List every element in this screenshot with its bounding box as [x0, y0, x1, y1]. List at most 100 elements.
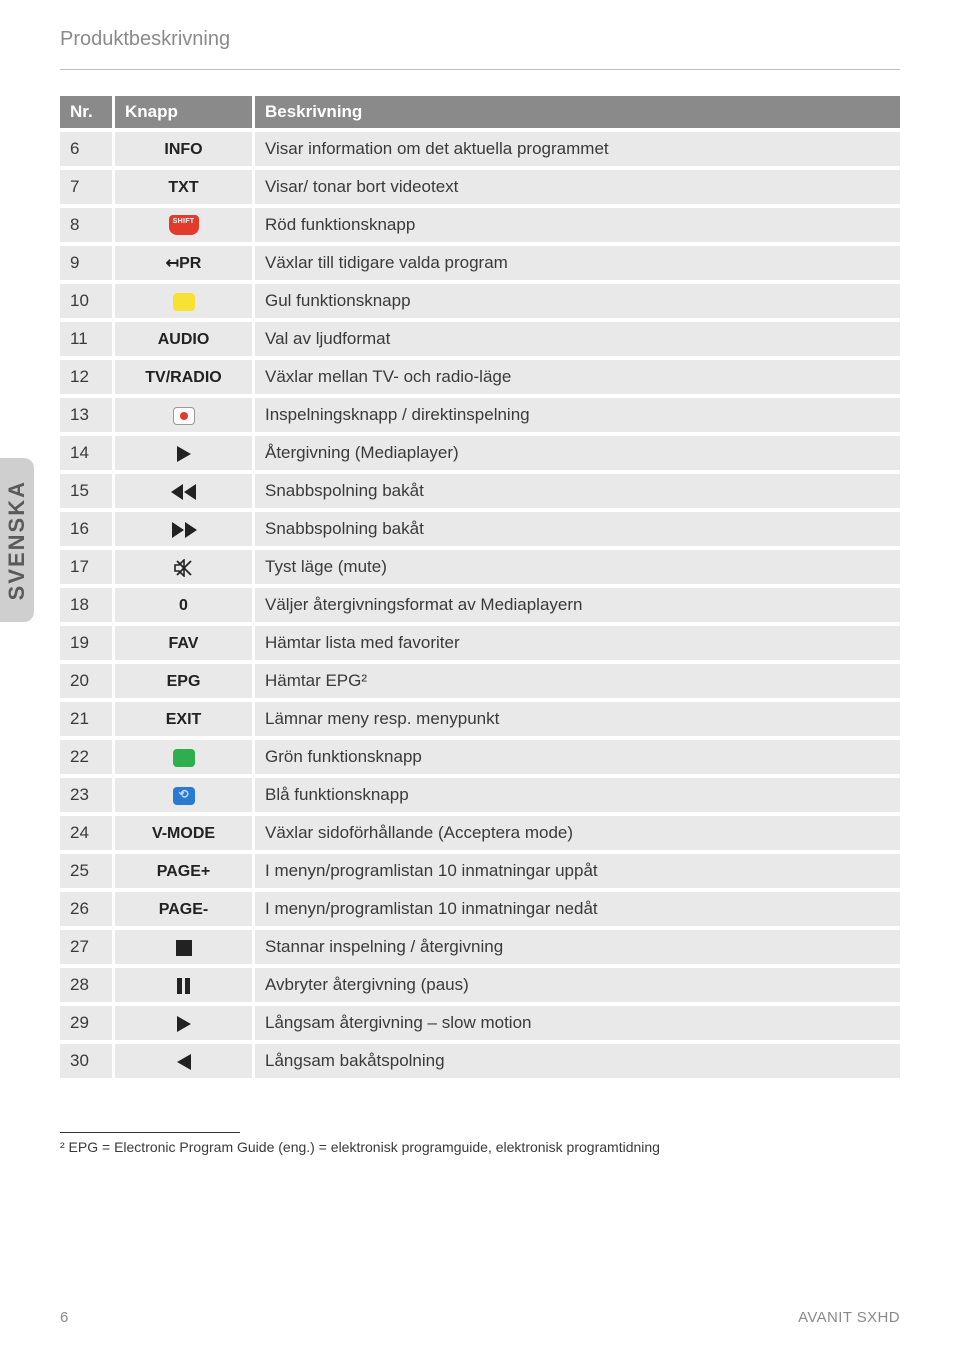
table-row: 17Tyst läge (mute)	[60, 550, 900, 584]
table-row: 8Röd funktionsknapp	[60, 208, 900, 242]
cell-nr: 26	[60, 892, 115, 926]
col-header-nr: Nr.	[60, 96, 115, 128]
cell-nr: 12	[60, 360, 115, 394]
cell-desc: Långsam återgivning – slow motion	[255, 1006, 900, 1040]
table-row: 30Långsam bakåtspolning	[60, 1044, 900, 1078]
cell-nr: 18	[60, 588, 115, 622]
footnote-rule	[60, 1132, 240, 1133]
cell-nr: 7	[60, 170, 115, 204]
cell-knapp: PAGE+	[115, 854, 255, 888]
cell-knapp	[115, 474, 255, 508]
table-row: 9 ↤PR Växlar till tidigare valda program	[60, 246, 900, 280]
fast-forward-icon	[171, 522, 197, 538]
cell-nr: 20	[60, 664, 115, 698]
cell-desc: Visar information om det aktuella progra…	[255, 132, 900, 166]
remote-button-table: Nr. Knapp Beskrivning 6 INFO Visar informa…	[60, 92, 900, 1082]
knapp-label: TV/RADIO	[145, 369, 221, 386]
cell-desc: Hämtar EPG²	[255, 664, 900, 698]
cell-knapp: V-MODE	[115, 816, 255, 850]
cell-nr: 24	[60, 816, 115, 850]
cell-knapp	[115, 1044, 255, 1078]
mute-icon	[174, 559, 194, 577]
table-row: 11 AUDIO Val av ljudformat	[60, 322, 900, 356]
cell-nr: 11	[60, 322, 115, 356]
knapp-label: INFO	[164, 141, 202, 158]
cell-nr: 28	[60, 968, 115, 1002]
table-row: 12 TV/RADIO Växlar mellan TV- och radio-lä…	[60, 360, 900, 394]
cell-nr: 8	[60, 208, 115, 242]
section-divider	[60, 69, 900, 70]
table-row: 27Stannar inspelning / återgivning	[60, 930, 900, 964]
knapp-label: TXT	[168, 179, 198, 196]
cell-nr: 30	[60, 1044, 115, 1078]
cell-knapp	[115, 778, 255, 812]
table-row: 20 EPG Hämtar EPG²	[60, 664, 900, 698]
cell-knapp	[115, 1006, 255, 1040]
cell-knapp: 0	[115, 588, 255, 622]
table-row: 180Väljer återgivningsformat av Mediapla…	[60, 588, 900, 622]
play-icon	[176, 1016, 192, 1032]
cell-desc: I menyn/programlistan 10 inmatningar upp…	[255, 854, 900, 888]
cell-knapp: ↤PR	[115, 246, 255, 280]
cell-nr: 17	[60, 550, 115, 584]
cell-nr: 23	[60, 778, 115, 812]
cell-desc: Val av ljudformat	[255, 322, 900, 356]
table-row: 25 PAGE+ I menyn/programlistan 10 inmatnin…	[60, 854, 900, 888]
cell-nr: 15	[60, 474, 115, 508]
cell-desc: I menyn/programlistan 10 inmatningar ned…	[255, 892, 900, 926]
language-side-tab: SVENSKA	[0, 458, 34, 622]
cell-nr: 22	[60, 740, 115, 774]
table-row: 13Inspelningsknapp / direktinspelning	[60, 398, 900, 432]
knapp-label: AUDIO	[158, 331, 210, 348]
table-row: 21EXITLämnar meny resp. menypunkt	[60, 702, 900, 736]
cell-knapp: FAV	[115, 626, 255, 660]
table-header-row: Nr. Knapp Beskrivning	[60, 96, 900, 128]
table-row: 26PAGE-I menyn/programlistan 10 inmatnin…	[60, 892, 900, 926]
cell-knapp: TXT	[115, 170, 255, 204]
cell-nr: 6	[60, 132, 115, 166]
play-icon	[176, 446, 192, 462]
cell-knapp	[115, 284, 255, 318]
table-row: 29Långsam återgivning – slow motion	[60, 1006, 900, 1040]
pause-icon	[177, 978, 190, 994]
cell-nr: 25	[60, 854, 115, 888]
shift-icon	[169, 215, 199, 235]
page-number: 6	[60, 1309, 68, 1326]
table-row: 15 Snabbspolning bakåt	[60, 474, 900, 508]
cell-knapp	[115, 512, 255, 546]
cell-nr: 16	[60, 512, 115, 546]
knapp-label: ↤PR	[166, 255, 202, 272]
table-row: 22Grön funktionsknapp	[60, 740, 900, 774]
cell-nr: 27	[60, 930, 115, 964]
yellow-button-icon	[173, 293, 195, 311]
knapp-label: FAV	[169, 635, 199, 652]
cell-nr: 19	[60, 626, 115, 660]
cell-knapp	[115, 930, 255, 964]
cell-desc: Inspelningsknapp / direktinspelning	[255, 398, 900, 432]
cell-desc: Blå funktionsknapp	[255, 778, 900, 812]
cell-desc: Växlar mellan TV- och radio-läge	[255, 360, 900, 394]
green-button-icon	[173, 749, 195, 767]
knapp-label: EPG	[167, 673, 201, 690]
cell-knapp	[115, 740, 255, 774]
table-row: 16 Snabbspolning bakåt	[60, 512, 900, 546]
table-row: 19FAVHämtar lista med favoriter	[60, 626, 900, 660]
rewind-icon	[171, 484, 197, 500]
cell-nr: 10	[60, 284, 115, 318]
language-side-tab-label: SVENSKA	[4, 480, 30, 600]
table-row: 23 Blå funktionsknapp	[60, 778, 900, 812]
knapp-label: PAGE+	[157, 863, 211, 880]
table-row: 14Återgivning (Mediaplayer)	[60, 436, 900, 470]
cell-knapp	[115, 208, 255, 242]
col-header-desc: Beskrivning	[255, 96, 900, 128]
cell-nr: 21	[60, 702, 115, 736]
cell-desc: Snabbspolning bakåt	[255, 512, 900, 546]
cell-desc: Växlar till tidigare valda program	[255, 246, 900, 280]
cell-desc: Lämnar meny resp. menypunkt	[255, 702, 900, 736]
cell-desc: Avbryter återgivning (paus)	[255, 968, 900, 1002]
cell-knapp	[115, 398, 255, 432]
cell-desc: Snabbspolning bakåt	[255, 474, 900, 508]
cell-nr: 9	[60, 246, 115, 280]
table-row: 7TXTVisar/ tonar bort videotext	[60, 170, 900, 204]
col-header-knapp: Knapp	[115, 96, 255, 128]
